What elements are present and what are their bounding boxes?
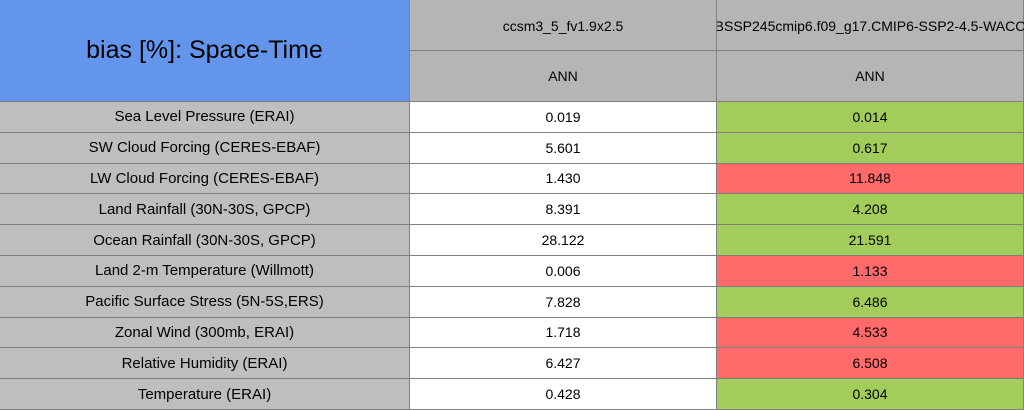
- value-cell: 0.428: [410, 379, 717, 410]
- row-label: Sea Level Pressure (ERAI): [0, 102, 410, 133]
- value-cell: 0.006: [410, 256, 717, 287]
- row-label: Land 2-m Temperature (Willmott): [0, 256, 410, 287]
- value-cell: 0.019: [410, 102, 717, 133]
- value-cell: 0.014: [717, 102, 1024, 133]
- value-cell: 7.828: [410, 286, 717, 318]
- row-label: Zonal Wind (300mb, ERAI): [0, 317, 410, 349]
- value-cell: 4.533: [717, 317, 1024, 349]
- value-cell: 0.304: [717, 379, 1024, 410]
- row-label: Pacific Surface Stress (5N-5S,ERS): [0, 286, 410, 318]
- value-cell: 6.508: [717, 348, 1024, 380]
- value-cell: 21.591: [717, 225, 1024, 256]
- row-label: Relative Humidity (ERAI): [0, 348, 410, 380]
- value-cell: 8.391: [410, 194, 717, 226]
- value-cell: 1.133: [717, 256, 1024, 287]
- row-label: LW Cloud Forcing (CERES-EBAF): [0, 163, 410, 195]
- column-period: ANN: [410, 51, 717, 102]
- row-label: SW Cloud Forcing (CERES-EBAF): [0, 132, 410, 164]
- row-label: Ocean Rainfall (30N-30S, GPCP): [0, 225, 410, 256]
- column-header: b.e21.BSSP245cmip6.f09_g17.CMIP6-SSP2-4.…: [676, 0, 1024, 51]
- column-header: ccsm3_5_fv1.9x2.5: [410, 0, 717, 51]
- row-label: Temperature (ERAI): [0, 379, 410, 410]
- column-period: ANN: [717, 51, 1024, 102]
- value-cell: 6.486: [717, 286, 1024, 318]
- table-title: bias [%]: Space-Time: [0, 0, 410, 102]
- value-cell: 28.122: [410, 225, 717, 256]
- value-cell: 0.617: [717, 132, 1024, 164]
- value-cell: 1.430: [410, 163, 717, 195]
- value-cell: 6.427: [410, 348, 717, 380]
- value-cell: 1.718: [410, 317, 717, 349]
- value-cell: 11.848: [717, 163, 1024, 195]
- row-label: Land Rainfall (30N-30S, GPCP): [0, 194, 410, 226]
- value-cell: 5.601: [410, 132, 717, 164]
- value-cell: 4.208: [717, 194, 1024, 226]
